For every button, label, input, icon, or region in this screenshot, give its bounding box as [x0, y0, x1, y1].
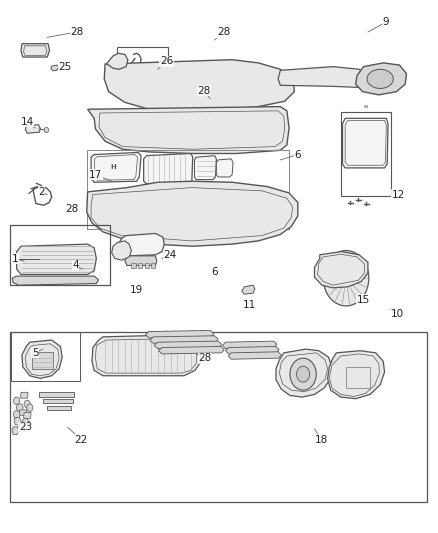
Text: 11: 11 — [243, 300, 256, 310]
Bar — [138, 263, 142, 268]
Text: 28: 28 — [66, 204, 79, 214]
Polygon shape — [18, 426, 25, 432]
Text: 28: 28 — [198, 353, 212, 363]
Bar — [87, 150, 289, 229]
Polygon shape — [159, 346, 224, 354]
Bar — [151, 263, 155, 268]
Text: 4: 4 — [72, 261, 79, 270]
Text: 15: 15 — [357, 295, 370, 304]
Polygon shape — [17, 244, 96, 274]
Text: 6: 6 — [294, 150, 301, 159]
Text: 22: 22 — [74, 435, 88, 445]
Polygon shape — [112, 241, 131, 260]
Text: 5: 5 — [32, 348, 39, 358]
Polygon shape — [154, 341, 222, 349]
Bar — [341, 112, 391, 196]
Polygon shape — [145, 330, 214, 338]
Bar — [117, 47, 168, 85]
Bar — [11, 332, 80, 381]
Polygon shape — [25, 125, 40, 133]
Text: 26: 26 — [160, 56, 173, 66]
Polygon shape — [24, 413, 31, 418]
Polygon shape — [226, 346, 279, 354]
Text: 14: 14 — [21, 117, 34, 126]
Bar — [39, 392, 74, 397]
Text: 23: 23 — [19, 423, 32, 432]
Polygon shape — [13, 411, 20, 418]
Polygon shape — [194, 156, 216, 180]
Polygon shape — [328, 351, 385, 399]
Circle shape — [297, 366, 310, 382]
Polygon shape — [88, 107, 289, 154]
Polygon shape — [12, 427, 19, 434]
Polygon shape — [12, 276, 99, 285]
Polygon shape — [144, 154, 193, 184]
Polygon shape — [106, 53, 128, 69]
Text: 2: 2 — [38, 187, 45, 197]
Polygon shape — [242, 285, 255, 294]
Bar — [47, 406, 71, 410]
Text: 25: 25 — [58, 62, 71, 71]
Text: 28: 28 — [70, 27, 83, 37]
Polygon shape — [22, 340, 62, 378]
Polygon shape — [87, 181, 298, 246]
Circle shape — [44, 127, 49, 133]
Circle shape — [14, 397, 20, 405]
Polygon shape — [21, 44, 49, 57]
Polygon shape — [150, 336, 218, 343]
Text: 6: 6 — [211, 267, 218, 277]
Text: H: H — [110, 164, 116, 171]
Text: 18: 18 — [315, 435, 328, 445]
Polygon shape — [367, 69, 393, 88]
Bar — [10, 332, 427, 502]
Text: 12: 12 — [392, 190, 405, 199]
Circle shape — [188, 64, 204, 83]
Circle shape — [22, 418, 28, 426]
Circle shape — [24, 400, 30, 408]
Polygon shape — [104, 60, 294, 109]
Polygon shape — [276, 349, 332, 397]
Polygon shape — [14, 417, 21, 425]
Polygon shape — [118, 233, 164, 256]
Circle shape — [27, 404, 33, 411]
Text: 24: 24 — [163, 250, 177, 260]
Polygon shape — [216, 159, 233, 177]
Polygon shape — [92, 335, 201, 376]
Text: 1: 1 — [12, 254, 19, 263]
Text: w: w — [364, 104, 368, 109]
Text: 10: 10 — [391, 310, 404, 319]
Bar — [131, 263, 136, 268]
Polygon shape — [356, 63, 406, 95]
Bar — [32, 352, 53, 369]
Circle shape — [323, 251, 369, 306]
Text: 17: 17 — [89, 170, 102, 180]
Polygon shape — [228, 352, 281, 359]
Circle shape — [192, 68, 201, 79]
Polygon shape — [91, 152, 141, 182]
Bar — [346, 367, 370, 388]
Polygon shape — [19, 410, 27, 416]
Polygon shape — [21, 392, 28, 398]
Bar — [87, 150, 289, 229]
Bar — [145, 263, 149, 268]
Circle shape — [341, 272, 351, 285]
Polygon shape — [314, 252, 368, 288]
Bar — [10, 225, 110, 285]
Polygon shape — [51, 65, 59, 71]
Polygon shape — [343, 118, 388, 168]
Polygon shape — [16, 404, 23, 411]
Bar — [43, 399, 73, 403]
Text: 28: 28 — [217, 27, 230, 37]
Text: 28: 28 — [197, 86, 210, 95]
Polygon shape — [278, 67, 368, 87]
Text: 9: 9 — [382, 18, 389, 27]
Bar — [341, 195, 391, 208]
Circle shape — [290, 358, 316, 390]
Polygon shape — [223, 341, 277, 349]
Text: 19: 19 — [130, 286, 143, 295]
Polygon shape — [125, 256, 157, 265]
